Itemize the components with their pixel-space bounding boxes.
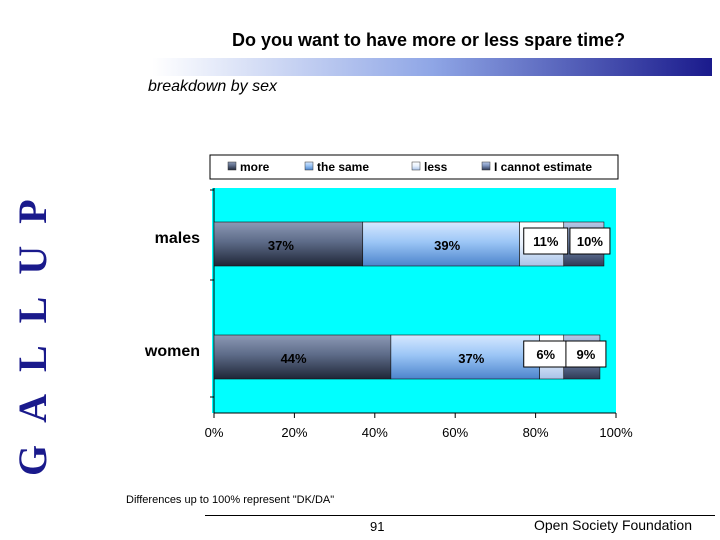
legend-label-the-same: the same (317, 160, 369, 174)
bar-males-the-same (362, 221, 520, 267)
data-label-box-women-i-cannot-estimate (565, 340, 607, 368)
footer-divider (205, 515, 715, 516)
footnote: Differences up to 100% represent "DK/DA" (126, 494, 335, 506)
data-label-box-women-less (523, 340, 569, 368)
category-label-males: males (155, 230, 200, 247)
bar-women-more (213, 334, 392, 380)
data-label-women-more: 44% (281, 351, 307, 366)
gallup-vertical-logo: GALLUP (10, 177, 54, 476)
organization-name: Open Society Foundation (534, 517, 692, 533)
data-label-women-the-same: 37% (458, 351, 484, 366)
data-label-males-i-cannot-estimate: 10% (577, 234, 603, 249)
chart-subtitle: breakdown by sex (148, 78, 277, 95)
x-tick-label: 0% (205, 425, 224, 440)
data-label-box-males-i-cannot-estimate (569, 227, 611, 255)
legend-label-less: less (424, 160, 448, 174)
legend-label-i-cannot-estimate: I cannot estimate (494, 160, 592, 174)
data-label-males-more: 37% (268, 238, 294, 253)
data-label-box-males-less (523, 227, 569, 255)
data-label-women-i-cannot-estimate: 9% (577, 347, 596, 362)
legend-swatch-more (227, 161, 237, 171)
bar-women-the-same (390, 334, 540, 380)
legend-swatch-i-cannot-estimate (481, 161, 491, 171)
legend-swatch-the-same (304, 161, 314, 171)
title-accent-gradient (152, 58, 712, 76)
x-tick-label: 100% (599, 425, 633, 440)
data-label-males-less: 11% (533, 234, 559, 249)
page-title: Do you want to have more or less spare t… (232, 30, 626, 50)
x-tick-label: 60% (442, 425, 468, 440)
page-number: 91 (370, 519, 385, 534)
bar-males-more (213, 221, 364, 267)
gallup-logo-text: GALLUP (10, 177, 54, 476)
legend-label-more: more (240, 160, 270, 174)
legend-swatch-less (411, 161, 421, 171)
data-label-women-less: 6% (536, 347, 555, 362)
category-label-women: women (144, 343, 200, 360)
x-tick-label: 20% (281, 425, 307, 440)
x-tick-label: 40% (362, 425, 388, 440)
x-tick-label: 80% (523, 425, 549, 440)
data-label-males-the-same: 39% (434, 238, 460, 253)
